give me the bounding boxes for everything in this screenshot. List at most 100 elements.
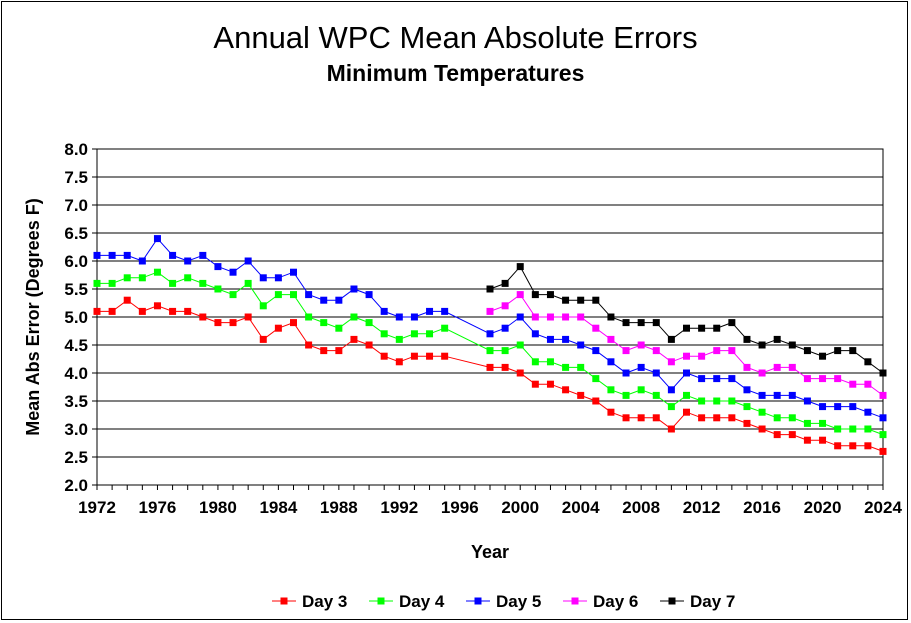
data-point (123, 251, 131, 259)
series-day-4 (93, 268, 887, 439)
data-point (758, 341, 766, 349)
data-point (259, 335, 267, 343)
data-point (441, 352, 449, 360)
data-point (773, 414, 781, 422)
data-point (743, 419, 751, 427)
data-point (788, 363, 796, 371)
data-point (290, 291, 297, 299)
data-point (516, 341, 524, 349)
data-point (350, 313, 358, 321)
legend-label: Day 3 (302, 592, 347, 611)
data-point (607, 313, 615, 321)
data-point (637, 414, 645, 422)
data-point (305, 313, 313, 321)
data-point (305, 291, 313, 299)
legend-label: Day 6 (593, 592, 638, 611)
data-point (592, 347, 600, 355)
data-point (562, 363, 570, 371)
data-point (819, 436, 827, 444)
data-point (834, 403, 842, 411)
data-point (667, 386, 675, 394)
data-point (637, 341, 645, 349)
y-tick-label: 3.0 (64, 420, 88, 439)
data-point (864, 442, 872, 450)
data-point (803, 419, 811, 427)
data-point (879, 391, 887, 399)
data-point (788, 431, 796, 439)
data-point (819, 352, 827, 360)
data-point (138, 257, 146, 265)
data-point (667, 335, 675, 343)
data-point (743, 403, 751, 411)
x-tick-label: 1992 (380, 498, 418, 517)
y-tick-label: 3.5 (64, 392, 88, 411)
legend-marker (474, 597, 482, 605)
y-tick-label: 5.0 (64, 308, 88, 327)
data-point (516, 313, 524, 321)
data-point (184, 307, 192, 315)
data-point (698, 324, 706, 332)
series-day-5 (93, 235, 887, 422)
data-point (153, 268, 161, 276)
y-tick-label: 6.5 (64, 224, 88, 243)
data-point (683, 324, 690, 332)
legend-item: Day 3 (272, 592, 347, 611)
data-point (426, 307, 434, 315)
data-point (441, 324, 449, 332)
data-point (743, 335, 751, 343)
data-point (380, 307, 388, 315)
data-point (667, 425, 675, 433)
data-point (713, 375, 721, 383)
legend: Day 3 Day 4 Day 5 Day 6 Day 7 (272, 592, 735, 611)
data-point (365, 291, 373, 299)
data-point (879, 369, 887, 377)
data-point (546, 335, 554, 343)
data-point (108, 307, 116, 315)
data-point (652, 347, 660, 355)
data-point (849, 442, 857, 450)
data-point (395, 358, 403, 366)
data-point (335, 347, 343, 355)
data-point (773, 431, 781, 439)
x-tick-label: 1984 (259, 498, 297, 517)
data-point (214, 285, 222, 293)
x-tick-label: 2000 (501, 498, 539, 517)
data-point (244, 279, 252, 287)
data-point (698, 375, 706, 383)
data-point (834, 347, 842, 355)
legend-item: Day 5 (466, 592, 541, 611)
data-point (607, 408, 615, 416)
legend-label: Day 4 (399, 592, 445, 611)
data-point (849, 425, 857, 433)
data-point (486, 330, 494, 338)
data-point (199, 251, 207, 259)
data-point (637, 386, 645, 394)
data-point (577, 341, 585, 349)
data-point (652, 369, 660, 377)
y-tick-labels: 2.0 2.5 3.0 3.5 4.0 4.5 5.0 5.5 6.0 6.5 7.0 7.5 8.0 (64, 140, 88, 495)
data-point (426, 352, 434, 360)
data-point (667, 403, 675, 411)
data-point (486, 347, 494, 355)
data-point (153, 302, 161, 310)
data-point (229, 291, 237, 299)
data-point (637, 319, 645, 327)
data-point (320, 319, 328, 327)
data-point (214, 263, 222, 271)
data-point (607, 358, 615, 366)
data-point (335, 296, 343, 304)
data-point (803, 397, 811, 405)
data-point (441, 307, 449, 315)
data-point (546, 313, 554, 321)
data-point (395, 313, 403, 321)
data-point (834, 425, 842, 433)
x-tick-labels: 1972 1976 1980 1984 1988 1992 1996 2000 2004 2008… (78, 498, 902, 517)
data-point (486, 307, 494, 315)
gridlines (97, 148, 883, 486)
legend-marker (668, 597, 676, 605)
data-point (350, 285, 358, 293)
data-point (743, 386, 751, 394)
data-point (652, 319, 660, 327)
data-point (501, 324, 509, 332)
